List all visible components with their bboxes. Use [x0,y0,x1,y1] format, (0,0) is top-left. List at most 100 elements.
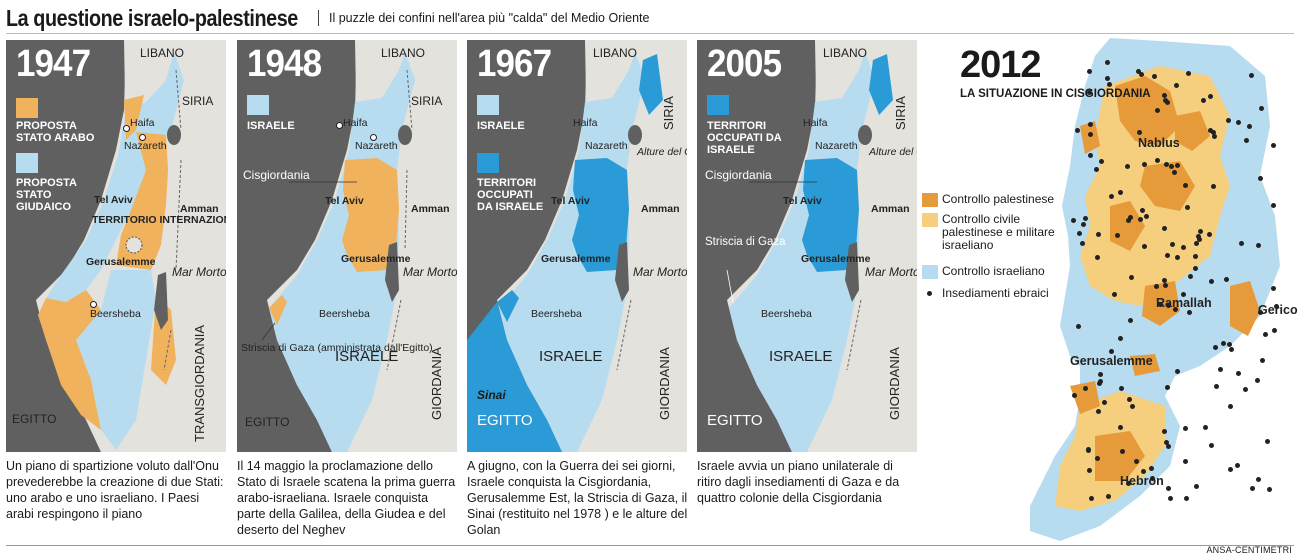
settlement-dot [1136,69,1141,74]
settlement-dot [1096,232,1101,237]
label-libano: LIBANO [823,46,868,60]
map-panel-1947: 1947 PROPOSTA STATO ARABO PROPOSTA STATO… [6,40,226,452]
label-libano: LIBANO [381,46,426,60]
settlement-dot [1175,163,1180,168]
settlement-dot [1127,397,1132,402]
settlement-dot [1144,214,1149,219]
settlement-dot [1109,349,1114,354]
label-tel-aviv: Tel Aviv [783,195,822,207]
label-egitto: EGITTO [12,412,57,426]
label-cisgiordania: Cisgiordania [705,168,772,182]
settlement-dot [1137,130,1142,135]
settlement-dot [1249,73,1254,78]
settlement-dot [1096,409,1101,414]
caption-2005: Israele avvia un piano unilaterale di ri… [697,459,900,505]
label-tel-aviv: Tel Aviv [325,195,364,207]
legend-israeli-label: Controllo israeliano [942,264,1045,278]
settlement-dot [1120,449,1125,454]
label-nazareth: Nazareth [815,140,858,152]
subtitle-2012: LA SITUAZIONE IN CISGIORDANIA [960,88,1151,100]
settlement-dot [1087,468,1092,473]
settlement-dot [1226,118,1231,123]
label-beersheba: Beersheba [761,308,812,320]
settlement-dot [1188,274,1193,279]
label-dead-sea: Mar Morto [403,265,457,279]
settlement-dot [1129,275,1134,280]
settlement-dot [1174,83,1179,88]
settlement-dot [1118,425,1123,430]
settlement-dot [1186,71,1191,76]
year-1967: 1967 [477,43,552,85]
year-2012: 2012 [960,44,1042,86]
settlement-dot [1271,143,1276,148]
settlement-dot [1094,167,1099,172]
settlement-dot [1208,128,1213,133]
settlement-dot [1170,242,1175,247]
settlement-dot [1128,215,1133,220]
settlement-dot [1271,286,1276,291]
settlement-dot [1244,138,1249,143]
map-1967-graphic [467,40,687,452]
label-gaza-strip: Striscia di Gaza [705,236,786,248]
label-haifa: Haifa [573,117,598,129]
settlement-dot [1141,469,1146,474]
label-nazareth: Nazareth [585,140,628,152]
settlement-dot [1105,60,1110,65]
settlement-dot [1260,358,1265,363]
label-golan: Alture del Golan [637,146,687,158]
label-libano: LIBANO [140,46,185,60]
label-gerico: Gerico [1258,303,1298,317]
settlement-dot [1194,484,1199,489]
settlement-dot [1209,443,1214,448]
settlement-dot [1198,229,1203,234]
page-title: La questione israelo-palestinese [6,4,298,31]
settlement-dot [1193,266,1198,271]
label-nazareth: Nazareth [124,140,167,152]
settlement-dot [1236,120,1241,125]
label-siria: SIRIA [661,96,676,130]
legend-israeli-control: Controllo israeliano [922,265,1062,279]
settlement-dot [1271,203,1276,208]
settlement-dot [1075,128,1080,133]
label-beersheba: Beersheba [319,308,370,320]
footer-divider [6,545,1294,546]
settlement-dot [1083,386,1088,391]
settlement-dot [1168,496,1173,501]
legend-settlements: Insediamenti ebraici [922,287,1062,301]
settlement-dot [1139,72,1144,77]
settlement-dot [1126,218,1131,223]
settlement-dot [1272,328,1277,333]
legend-swatch-jewish [16,153,38,173]
settlement-dot [1201,98,1206,103]
settlement-dot [1164,162,1169,167]
settlement-dot [1214,384,1219,389]
settlement-dot [1173,307,1178,312]
settlement-dot [1224,277,1229,282]
map-2012-graphic [1030,38,1280,541]
label-siria: SIRIA [182,94,214,108]
settlement-dot [1081,222,1086,227]
label-nazareth: Nazareth [355,140,398,152]
settlement-dot [1228,404,1233,409]
label-haifa: Haifa [130,117,155,129]
settlement-dot [1228,467,1233,472]
beersheba-marker [90,301,97,308]
settlement-dot [1071,218,1076,223]
settlement-dot [1102,400,1107,405]
settlement-dot [1267,487,1272,492]
legend-palestinian-control: Controllo palestinese [922,193,1062,207]
settlement-dot [1083,216,1088,221]
year-2005: 2005 [707,43,782,85]
settlement-dot [1165,253,1170,258]
label-international-territory: TERRITORIO INTERNAZIONALE [92,214,226,226]
legend-arab-state: PROPOSTA STATO ARABO [16,120,95,144]
settlement-dot [1155,108,1160,113]
haifa-marker [123,125,130,132]
label-jerusalem: Gerusalemme [541,253,611,265]
settlement-dot [1072,393,1077,398]
settlement-dot [1166,303,1171,308]
settlement-dot [1163,283,1168,288]
settlement-dot [1209,279,1214,284]
settlement-dot [1086,448,1091,453]
label-israele: ISRAELE [335,348,399,365]
